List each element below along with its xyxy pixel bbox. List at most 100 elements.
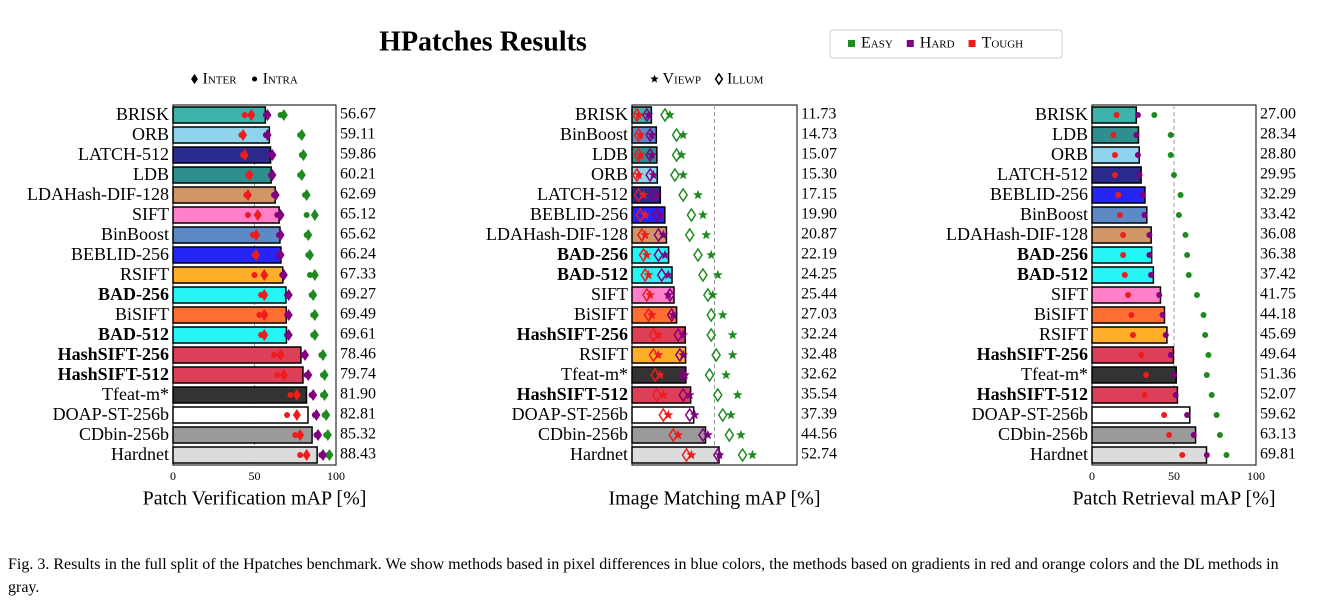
category-label: DOAP-ST-256b [53, 404, 169, 424]
data-point [704, 367, 715, 383]
data-point [686, 449, 697, 460]
data-point [671, 127, 682, 143]
data-point [1171, 372, 1177, 378]
category-label: HashSIFT-256 [977, 344, 1088, 364]
data-point [1130, 332, 1136, 338]
data-point [323, 432, 330, 438]
data-point [292, 409, 301, 421]
value-label: 32.24 [801, 326, 837, 343]
bar [172, 426, 313, 444]
data-point [671, 147, 682, 163]
value-label: 28.80 [1260, 146, 1296, 163]
data-point [678, 367, 689, 383]
data-point [275, 232, 282, 238]
data-point [732, 389, 743, 400]
category-label: ORB [132, 124, 169, 144]
data-point [701, 229, 712, 240]
x-tick-label: 0 [1089, 469, 1095, 483]
data-point [665, 109, 675, 120]
data-point [279, 272, 286, 278]
data-point [1113, 112, 1120, 118]
value-label: 67.33 [340, 266, 376, 283]
data-point [1136, 172, 1143, 178]
data-point [1166, 432, 1173, 438]
value-label: 27.00 [1260, 106, 1296, 123]
data-point [1120, 232, 1127, 238]
category-label: DOAP-ST-256b [512, 404, 628, 424]
legend-swatch [848, 40, 855, 47]
bar [172, 366, 304, 384]
value-label: 15.07 [801, 146, 837, 163]
data-point [653, 349, 664, 360]
data-point [251, 272, 258, 278]
data-point [1111, 152, 1118, 158]
data-point [241, 112, 248, 118]
data-point [1190, 432, 1197, 438]
bar [172, 226, 281, 244]
data-point [674, 347, 685, 363]
value-label: 45.69 [1260, 326, 1296, 343]
data-point [727, 349, 738, 360]
data-point [668, 309, 679, 320]
data-point [737, 447, 748, 463]
category-label: BRISK [116, 104, 169, 124]
figure: HPatches Results Easy Hard Tough Inter Intra… [27, 26, 1296, 510]
data-point [311, 412, 318, 418]
marker-legend-label: Inter [203, 71, 238, 88]
data-point [693, 189, 703, 200]
legend-label: Hard [920, 35, 955, 52]
bar [631, 266, 673, 284]
category-label: LDAHash-DIF-128 [27, 184, 169, 204]
data-point [678, 329, 689, 340]
bar [631, 206, 666, 224]
data-point [297, 452, 304, 458]
data-point [318, 452, 325, 458]
value-label: 37.39 [801, 406, 837, 423]
marker-legend-label: Viewp [663, 71, 701, 88]
data-point [1121, 272, 1128, 278]
data-point [276, 349, 285, 361]
data-point [302, 192, 309, 198]
category-label: HashSIFT-256 [517, 324, 628, 344]
data-point [673, 429, 684, 440]
data-point [296, 429, 305, 441]
value-label: 59.62 [1260, 406, 1296, 423]
data-point [679, 369, 690, 380]
value-label: 35.54 [801, 386, 837, 403]
data-point [279, 109, 288, 121]
category-label: LDB [1052, 124, 1088, 144]
data-point [238, 132, 245, 138]
data-point [1202, 332, 1209, 338]
value-label: 24.25 [801, 266, 837, 283]
value-label: 22.19 [801, 246, 837, 263]
category-label: SIFT [591, 284, 628, 304]
data-point [244, 212, 251, 218]
category-label: BAD-512 [1017, 264, 1088, 284]
value-label: 56.67 [340, 106, 376, 123]
data-point [1171, 172, 1177, 178]
category-label: RSIFT [1039, 324, 1088, 344]
data-point [666, 307, 677, 323]
x-tick-label: 100 [1247, 469, 1265, 483]
data-point [653, 329, 664, 340]
data-point [1161, 412, 1168, 418]
data-point [643, 109, 654, 120]
category-label: HashSIFT-512 [517, 384, 628, 404]
data-point [1133, 132, 1140, 138]
data-point [660, 249, 670, 260]
x-tick-label: 50 [249, 469, 261, 483]
x-axis-label: Patch Verification mAP [%] [143, 488, 367, 510]
data-point [260, 309, 269, 321]
data-point [633, 109, 644, 120]
data-point [1162, 332, 1169, 338]
data-point [297, 132, 304, 138]
data-point [310, 312, 317, 318]
category-label: LDAHash-DIF-128 [486, 224, 628, 244]
value-label: 36.38 [1260, 246, 1296, 263]
x-tick-label: 0 [170, 469, 176, 483]
data-point [305, 252, 312, 258]
data-point [1167, 132, 1174, 138]
value-label: 29.95 [1260, 166, 1296, 183]
caption: Fig. 3. Results in the full split of the… [8, 556, 1279, 596]
data-point [1177, 192, 1184, 198]
